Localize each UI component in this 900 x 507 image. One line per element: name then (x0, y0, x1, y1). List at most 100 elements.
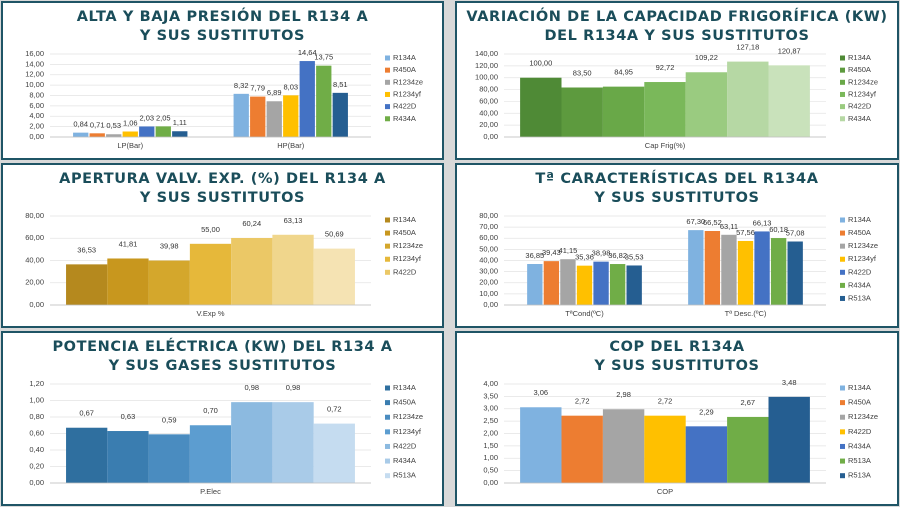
y-tick-label: 40,00 (479, 108, 498, 117)
legend-label: R1234yf (393, 427, 422, 436)
legend-label: R434A (393, 114, 416, 123)
bar (626, 265, 642, 305)
data-label: 60,24 (242, 219, 261, 228)
data-label: 0,71 (90, 120, 105, 129)
y-tick-label: 1,20 (29, 379, 44, 388)
legend-swatch (385, 256, 390, 262)
data-label: 2,72 (575, 397, 590, 406)
legend-label: R1234ze (848, 77, 878, 86)
bar (155, 126, 171, 137)
y-tick-label: 2,00 (29, 122, 44, 131)
legend-swatch (385, 55, 390, 61)
bar (754, 231, 770, 305)
legend-label: R434A (393, 456, 416, 465)
data-label: 35,53 (625, 252, 644, 261)
y-tick-label: 3,50 (483, 391, 498, 400)
panel-title: Tª CARACTERÍSTICAS DEL R134A (535, 170, 818, 187)
bar (272, 402, 314, 483)
legend-swatch (385, 385, 390, 391)
y-tick-label: 80,00 (479, 85, 498, 94)
bar (721, 234, 737, 305)
data-label: 0,72 (327, 405, 342, 414)
data-label: 0,98 (244, 383, 259, 392)
data-label: 39,98 (160, 242, 179, 251)
legend-label: R422D (393, 102, 417, 111)
bar (543, 261, 560, 305)
legend-label: R450A (848, 65, 871, 74)
data-label: 2,03 (139, 113, 154, 122)
y-tick-label: 10,00 (479, 289, 498, 298)
legend-label: R422D (848, 267, 872, 276)
data-label: 0,84 (73, 120, 88, 129)
y-tick-label: 20,00 (479, 278, 498, 287)
legend-swatch (840, 282, 845, 288)
x-tick-label: HP(Bar) (277, 141, 305, 150)
data-label: 63,13 (284, 216, 303, 225)
legend-swatch (385, 67, 390, 73)
bar (644, 415, 686, 483)
y-tick-label: 60,00 (479, 233, 498, 242)
data-label: 66,13 (753, 218, 772, 227)
bar (609, 264, 626, 305)
x-tick-label: LP(Bar) (117, 141, 143, 150)
bar (704, 230, 721, 305)
data-label: 8,03 (283, 82, 298, 91)
legend-label: R422D (393, 267, 417, 276)
bar (768, 65, 810, 137)
x-tick-label: Tª Desc.(ºC) (725, 309, 767, 318)
legend-swatch (840, 443, 845, 449)
legend-label: R450A (393, 65, 416, 74)
y-tick-label: 40,00 (25, 255, 44, 264)
legend-label: R422D (848, 427, 872, 436)
legend-swatch (840, 230, 845, 236)
x-tick-label: V.Exp % (196, 309, 224, 318)
bar (106, 134, 122, 137)
data-label: 35,36 (575, 253, 594, 262)
legend-swatch (385, 473, 390, 479)
bar (122, 131, 138, 137)
y-tick-label: 6,00 (29, 101, 44, 110)
data-label: 13,75 (314, 53, 333, 62)
panel-title: POTENCIA ELÉCTRICA (KW) DEL R134 A (52, 338, 392, 355)
y-tick-label: 0,20 (29, 461, 44, 470)
data-label: 92,72 (656, 63, 675, 72)
legend-label: R1234yf (393, 254, 422, 263)
bar (231, 402, 273, 483)
bar (332, 92, 348, 137)
legend-swatch (840, 473, 845, 479)
bar (316, 65, 332, 137)
data-label: 0,63 (121, 412, 136, 421)
legend-label: R134A (393, 215, 416, 224)
data-label: 3,06 (533, 388, 548, 397)
y-tick-label: 30,00 (479, 267, 498, 276)
data-label: 120,87 (778, 46, 801, 55)
y-tick-label: 1,00 (29, 395, 44, 404)
bar (737, 240, 754, 305)
data-label: 2,05 (156, 113, 171, 122)
bar (688, 230, 704, 305)
y-tick-label: 1,50 (483, 441, 498, 450)
legend-label: R1234ze (393, 241, 423, 250)
legend-swatch (385, 79, 390, 85)
y-tick-label: 20,00 (479, 120, 498, 129)
bar (685, 426, 728, 483)
bar (527, 264, 543, 305)
data-label: 83,50 (573, 68, 592, 77)
bar (576, 265, 593, 305)
bar (66, 427, 108, 483)
data-label: 2,72 (658, 397, 673, 406)
y-tick-label: 8,00 (29, 90, 44, 99)
panel-title: Y SUS GASES SUSTITUTOS (108, 358, 337, 374)
data-label: 2,98 (616, 390, 631, 399)
legend-swatch (385, 269, 390, 275)
legend-label: R1234ze (848, 412, 878, 421)
legend-label: R1234yf (393, 89, 422, 98)
legend-label: R134A (848, 53, 871, 62)
bar (768, 396, 810, 483)
legend-swatch (840, 91, 845, 97)
y-tick-label: 20,00 (25, 278, 44, 287)
y-tick-label: 0,00 (483, 300, 498, 309)
bar (107, 431, 149, 483)
data-label: 109,22 (695, 53, 718, 62)
bar (644, 82, 686, 137)
